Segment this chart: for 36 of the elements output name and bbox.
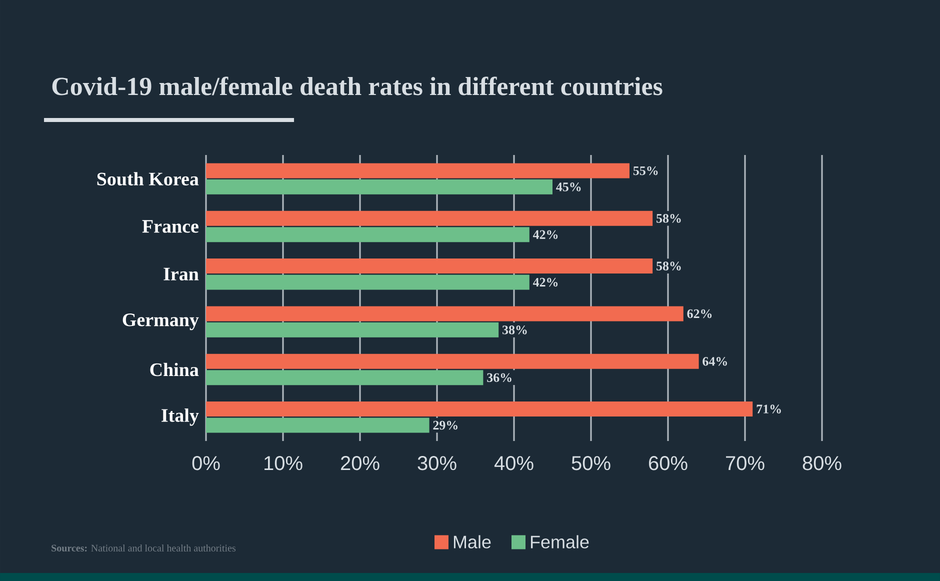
legend-label: Male: [454, 535, 491, 548]
text: Sources: National and local health authorities: [52, 544, 236, 552]
data-label: 64%: [702, 357, 727, 366]
x-tick-label: 0%: [192, 456, 220, 470]
y-tick-label: South Korea: [97, 172, 199, 186]
x-tick-label: 30%: [418, 456, 456, 470]
x-tick-label: 50%: [572, 456, 610, 470]
y-tick-label: China: [150, 362, 199, 376]
data-label: 38%: [502, 326, 527, 334]
bar: [206, 418, 430, 433]
y-tick-label: France: [142, 220, 198, 233]
bar: [206, 210, 653, 226]
data-label: 58%: [656, 262, 681, 270]
x-tick-label: 10%: [264, 456, 302, 470]
data-label: 62%: [687, 309, 712, 318]
x-tick-label: 60%: [648, 456, 688, 470]
data-label: 55%: [633, 166, 658, 176]
x-tick-label: 40%: [494, 456, 534, 470]
data-label: 71%: [756, 404, 781, 414]
y-tick-label: Iran: [164, 268, 199, 280]
bar: [206, 258, 653, 274]
y-tick-label: Italy: [162, 408, 199, 426]
legend-label: Female: [530, 535, 589, 548]
data-label: 36%: [487, 373, 512, 382]
x-tick-label: 70%: [726, 456, 764, 470]
chart-title: Covid-19 male/female death rates in different countries: [52, 76, 662, 96]
y-tick-label: Germany: [122, 313, 199, 330]
x-tick-label: 80%: [802, 456, 842, 470]
bar: [206, 370, 484, 386]
bar: [206, 322, 499, 338]
x-tick-label: 20%: [340, 456, 380, 470]
data-label: 42%: [532, 230, 558, 239]
data-label: 58%: [656, 214, 681, 223]
data-label: 42%: [532, 278, 558, 287]
data-label: 29%: [433, 420, 458, 430]
data-label: 45%: [556, 182, 581, 192]
